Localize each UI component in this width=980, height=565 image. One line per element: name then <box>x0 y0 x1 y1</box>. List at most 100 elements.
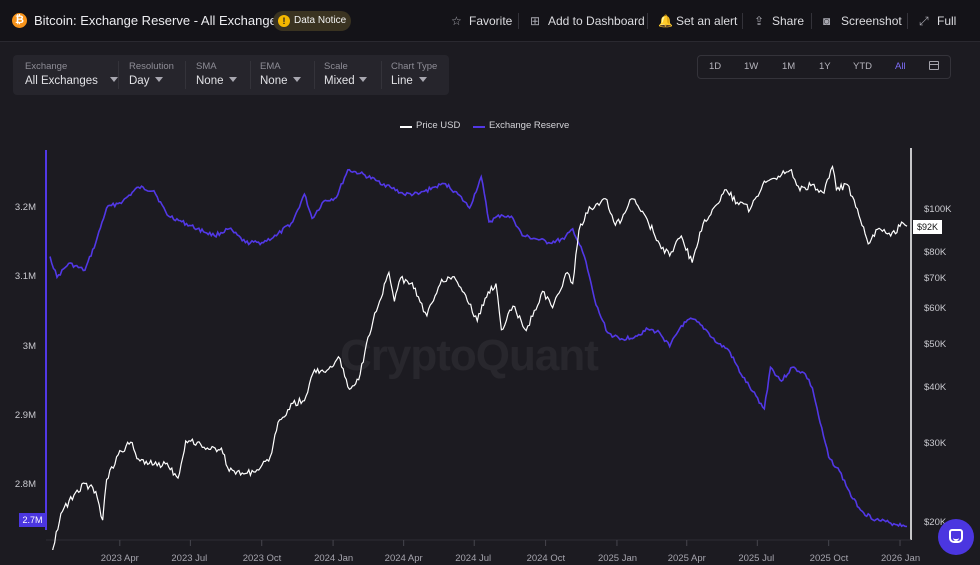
ema-label: EMA <box>260 61 281 72</box>
legend-reserve-swatch <box>473 126 485 128</box>
page-title: Bitcoin: Exchange Reserve - All Exchange… <box>34 13 284 28</box>
star-icon: ☆ <box>451 14 462 28</box>
range-ytd[interactable]: YTD <box>853 61 872 72</box>
x-axis-tick-label: 2023 Oct <box>242 553 282 564</box>
exchange-label: Exchange <box>25 61 68 72</box>
top-bar: ₿ Bitcoin: Exchange Reserve - All Exchan… <box>0 0 980 42</box>
reserve-series-line <box>49 168 908 528</box>
left-axis-tick-label: 3.2M <box>14 202 36 213</box>
divider <box>381 61 382 89</box>
right-axis-tick-label: $60K <box>924 303 947 315</box>
screenshot-label: Screenshot <box>841 14 902 28</box>
range-1d[interactable]: 1D <box>709 61 722 72</box>
chevron-down-icon <box>293 77 301 82</box>
resolution-label: Resolution <box>129 61 174 72</box>
right-axis-tick-label: $80K <box>924 247 947 259</box>
warning-icon: ! <box>278 15 290 27</box>
x-axis-tick-label: 2024 Apr <box>384 553 423 564</box>
divider <box>811 13 812 29</box>
x-axis-tick-label: 2025 Jan <box>597 553 638 564</box>
left-axis-tick-label: 2.9M <box>14 409 36 421</box>
exchange-select[interactable]: Exchange All Exchanges <box>25 55 125 95</box>
range-1w[interactable]: 1W <box>744 61 759 72</box>
range-all[interactable]: All <box>895 61 906 72</box>
chevron-down-icon <box>359 77 367 82</box>
left-axis-tick-label: 3.1M <box>14 271 36 283</box>
data-notice-label: Data Notice <box>294 15 347 26</box>
favorite-label: Favorite <box>469 14 513 28</box>
x-axis-tick-label: 2024 Jul <box>455 553 492 564</box>
divider <box>742 13 743 29</box>
sma-select[interactable]: SMA None <box>196 55 251 95</box>
range-1m[interactable]: 1M <box>782 61 796 72</box>
resolution-value: Day <box>129 75 150 87</box>
x-axis-tick-label: 2025 Jul <box>738 553 775 564</box>
dashboard-add-icon: ⊞ <box>530 14 541 28</box>
divider <box>250 61 251 89</box>
legend-reserve-label: Exchange Reserve <box>489 120 570 131</box>
x-tick-marks <box>119 540 901 546</box>
range-1y[interactable]: 1Y <box>819 61 831 72</box>
share-label: Share <box>772 14 805 28</box>
sma-label: SMA <box>196 61 217 72</box>
divider <box>518 13 519 29</box>
last-reserve-badge: 2.7M <box>19 513 46 527</box>
chevron-down-icon <box>155 77 163 82</box>
scale-value: Mixed <box>324 75 355 87</box>
ema-select[interactable]: EMA None <box>260 55 315 95</box>
expand-icon: ⤢ <box>919 14 929 28</box>
x-axis-tick-label: 2024 Jan <box>314 553 354 564</box>
chart-controls: Exchange All Exchanges Resolution Day SM… <box>13 55 449 95</box>
divider <box>907 13 908 29</box>
share-icon: ⇪ <box>754 14 765 28</box>
legend-price-label: Price USD <box>416 120 461 131</box>
chevron-down-icon <box>229 77 237 82</box>
right-axis-tick-label: $50K <box>924 338 947 350</box>
chart-type-select[interactable]: Chart Type Line <box>391 55 446 95</box>
left-axis-tick-label: 3M <box>22 340 36 352</box>
x-axis-tick-label: 2024 Oct <box>526 553 566 564</box>
left-axis-tick-label: 2.8M <box>14 479 36 490</box>
x-axis-tick-label: 2025 Oct <box>809 553 849 564</box>
price-series-line <box>52 164 908 550</box>
last-price-badge: $92K <box>913 220 942 234</box>
x-axis-tick-label: 2023 Jul <box>171 553 208 564</box>
exchange-value: All Exchanges <box>25 75 98 87</box>
x-axis-tick-label: 2023 Apr <box>100 553 139 564</box>
chart-legend: Price USD Exchange Reserve <box>0 120 980 134</box>
ema-value: None <box>260 75 288 87</box>
chat-icon <box>949 529 963 543</box>
chevron-down-icon <box>419 77 427 82</box>
sma-value: None <box>196 75 224 87</box>
bitcoin-icon: ₿ <box>12 13 27 28</box>
time-range-selector: 1D 1W 1M 1Y YTD All <box>697 55 951 79</box>
right-axis-tick-label: $70K <box>924 273 947 285</box>
right-axis-tick-label: $30K <box>924 438 947 450</box>
chart-type-label: Chart Type <box>391 61 438 72</box>
set-alert-label: Set an alert <box>676 14 738 28</box>
right-axis-tick-label: $20K <box>924 517 947 528</box>
watermark: CryptoQuant <box>340 331 599 380</box>
scale-label: Scale <box>324 61 348 72</box>
chart-area[interactable] <box>0 138 980 550</box>
add-to-dashboard-label: Add to Dashboard <box>548 14 645 28</box>
x-axis-tick-label: 2026 Jan <box>881 553 921 564</box>
data-notice-button[interactable]: ! Data Notice <box>273 11 351 31</box>
chevron-down-icon <box>110 77 118 82</box>
chart-type-value: Line <box>391 75 413 87</box>
right-axis-tick-label: $40K <box>924 382 947 394</box>
divider <box>647 13 648 29</box>
chat-button[interactable] <box>938 519 974 555</box>
divider <box>185 61 186 89</box>
scale-select[interactable]: Scale Mixed <box>324 55 384 95</box>
camera-icon: ◙ <box>823 14 831 28</box>
calendar-icon[interactable] <box>929 61 939 70</box>
divider <box>314 61 315 89</box>
resolution-select[interactable]: Resolution Day <box>129 55 189 95</box>
x-axis-tick-label: 2025 Apr <box>667 553 706 564</box>
divider <box>118 61 119 89</box>
bell-icon: 🔔 <box>658 14 673 28</box>
legend-price-swatch <box>400 126 412 128</box>
right-axis-tick-label: $100K <box>924 204 952 215</box>
fullscreen-label: Full <box>937 14 957 28</box>
